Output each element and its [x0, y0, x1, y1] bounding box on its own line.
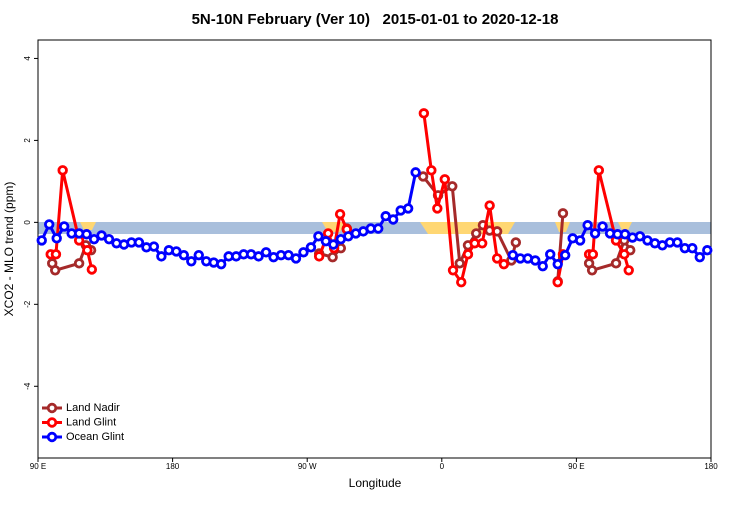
data-point	[476, 238, 488, 249]
y-tick-label: -2	[23, 300, 32, 308]
data-point	[439, 174, 450, 185]
data-point	[410, 167, 421, 178]
data-point	[456, 276, 467, 288]
data-point	[530, 255, 541, 266]
x-axis-label: Longitude	[349, 476, 402, 490]
data-point	[88, 233, 100, 245]
legend-marker	[46, 417, 58, 428]
data-point	[702, 245, 713, 256]
data-point	[313, 251, 325, 262]
data-point	[260, 247, 272, 258]
data-point	[313, 231, 324, 242]
legend-marker	[46, 431, 58, 443]
data-point	[545, 249, 556, 260]
legend-label: Land Glint	[66, 416, 116, 428]
data-point	[552, 258, 563, 270]
data-point	[634, 231, 646, 242]
data-point	[417, 171, 429, 182]
x-tick-label: 90 E	[568, 462, 584, 471]
chart-title: 5N-10N February (Ver 10) 2015-01-01 to 2…	[192, 11, 559, 28]
legend-label: Ocean Glint	[66, 431, 124, 443]
data-point	[328, 239, 339, 250]
data-point	[586, 265, 598, 276]
data-point	[96, 230, 107, 241]
data-point	[57, 165, 68, 176]
data-point	[387, 214, 399, 225]
data-point	[402, 203, 414, 214]
data-point	[305, 242, 317, 253]
data-point	[426, 165, 437, 176]
data-point	[447, 181, 458, 192]
data-point	[432, 203, 443, 214]
data-point	[418, 108, 430, 119]
data-point	[694, 251, 705, 263]
data-point	[373, 223, 384, 234]
data-point	[623, 265, 634, 276]
data-point	[133, 237, 145, 248]
data-point	[73, 258, 85, 269]
data-point	[81, 229, 92, 240]
data-point	[510, 237, 522, 248]
data-point	[36, 235, 47, 246]
x-tick-label: 0	[440, 462, 445, 471]
data-point	[327, 251, 338, 263]
data-point	[178, 249, 190, 261]
data-point	[86, 264, 98, 275]
data-point	[574, 235, 586, 246]
data-point	[49, 265, 61, 276]
data-point	[193, 249, 204, 261]
y-axis-label: XCO2 - MLO trend (ppm)	[2, 182, 16, 317]
data-point	[687, 242, 698, 254]
data-point	[103, 233, 115, 245]
data-point	[557, 208, 569, 219]
data-point	[216, 258, 227, 270]
data-point	[298, 247, 309, 258]
data-point	[44, 219, 55, 230]
x-tick-label: 180	[166, 462, 180, 471]
data-point	[593, 165, 605, 176]
y-tick-label: 0	[23, 220, 32, 225]
data-point	[491, 253, 503, 264]
data-point	[58, 221, 70, 232]
y-tick-label: 2	[23, 138, 32, 143]
data-point	[470, 228, 482, 239]
data-point	[447, 265, 459, 276]
data-point	[253, 251, 264, 262]
x-tick-label: 90 E	[30, 462, 46, 471]
data-point	[552, 276, 563, 288]
data-point	[672, 237, 683, 248]
data-point	[610, 258, 622, 269]
legend-marker	[46, 402, 58, 414]
data-point	[537, 261, 548, 272]
data-point	[582, 220, 593, 231]
data-point	[484, 200, 495, 211]
land-patch	[618, 222, 632, 230]
data-point	[619, 249, 630, 260]
data-point	[589, 228, 601, 239]
data-point	[559, 249, 571, 261]
data-point	[587, 249, 599, 260]
data-point	[597, 221, 608, 232]
data-point	[82, 245, 93, 256]
x-tick-label: 90 W	[298, 462, 317, 471]
data-point	[186, 256, 197, 267]
data-point	[50, 249, 62, 260]
land-patch	[80, 222, 96, 230]
data-point	[51, 233, 62, 244]
data-point	[156, 251, 167, 262]
x-tick-label: 180	[704, 462, 718, 471]
legend-label: Land Nadir	[66, 402, 120, 414]
data-point	[171, 246, 182, 257]
data-point	[462, 249, 474, 260]
y-tick-label: -4	[23, 382, 32, 390]
data-point	[498, 258, 510, 270]
y-tick-label: 4	[23, 56, 32, 61]
data-point	[454, 258, 465, 269]
data-point	[334, 208, 346, 220]
data-point	[148, 241, 160, 252]
data-point	[290, 253, 302, 264]
